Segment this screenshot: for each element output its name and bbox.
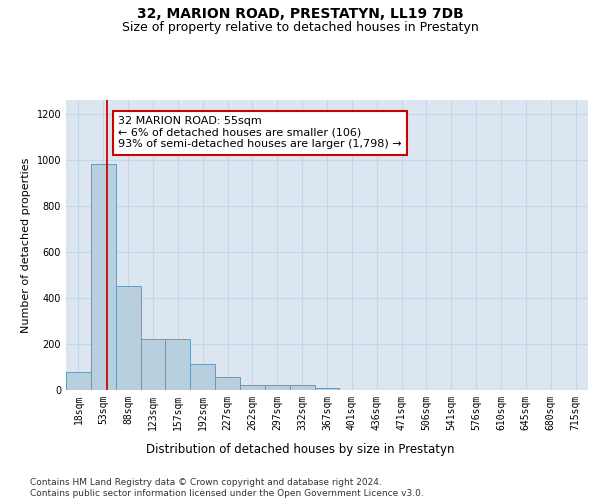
Bar xyxy=(215,378,240,390)
Text: 32 MARION ROAD: 55sqm
← 6% of detached houses are smaller (106)
93% of semi-deta: 32 MARION ROAD: 55sqm ← 6% of detached h… xyxy=(118,116,402,150)
Bar xyxy=(116,286,140,390)
Bar xyxy=(290,386,314,390)
Bar xyxy=(166,340,190,390)
Bar xyxy=(265,386,290,390)
Y-axis label: Number of detached properties: Number of detached properties xyxy=(21,158,31,332)
Bar xyxy=(66,372,91,390)
Bar xyxy=(91,164,116,390)
Text: Distribution of detached houses by size in Prestatyn: Distribution of detached houses by size … xyxy=(146,442,454,456)
Bar xyxy=(314,388,340,390)
Bar xyxy=(190,364,215,390)
Text: Contains HM Land Registry data © Crown copyright and database right 2024.
Contai: Contains HM Land Registry data © Crown c… xyxy=(30,478,424,498)
Bar xyxy=(140,340,166,390)
Text: Size of property relative to detached houses in Prestatyn: Size of property relative to detached ho… xyxy=(122,21,478,34)
Text: 32, MARION ROAD, PRESTATYN, LL19 7DB: 32, MARION ROAD, PRESTATYN, LL19 7DB xyxy=(137,8,463,22)
Bar xyxy=(240,386,265,390)
